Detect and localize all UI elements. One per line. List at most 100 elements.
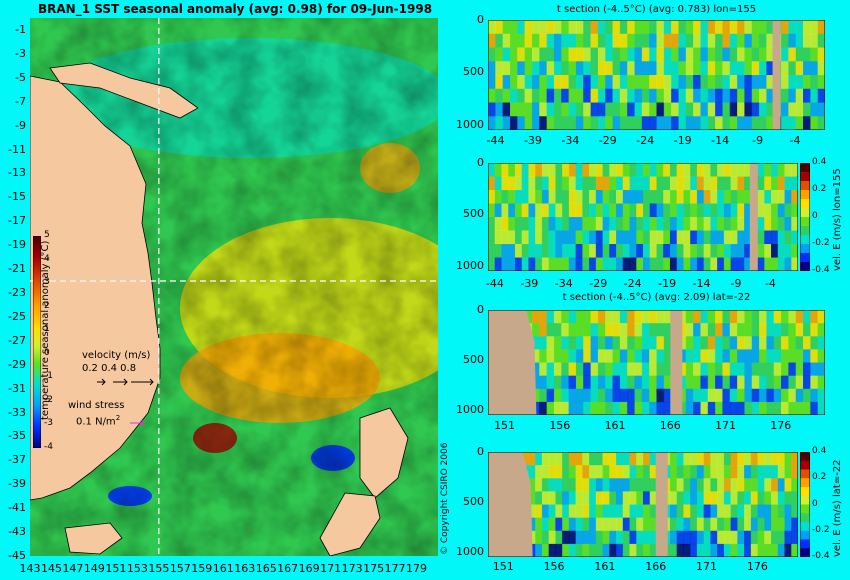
section-cell (757, 190, 765, 204)
section-cell (766, 323, 775, 337)
section-cell (595, 203, 604, 218)
section-cell (634, 362, 643, 377)
section-cell (788, 47, 797, 62)
section-cell (810, 323, 819, 337)
section-cell (717, 491, 725, 505)
section-cell (810, 375, 819, 390)
section-cell (616, 478, 624, 492)
section-cell (589, 203, 597, 218)
section-cell (663, 20, 672, 35)
section-cell (810, 61, 819, 76)
map-x-tick: 155 (148, 562, 170, 575)
section-cell (784, 257, 792, 271)
section-cell (707, 102, 716, 117)
velocity-colorbar-step (800, 548, 810, 557)
section-cell (589, 244, 597, 258)
velocity-colorbar-step (800, 487, 810, 497)
section-cell (582, 517, 590, 532)
section-cell (693, 401, 701, 415)
section-cell (619, 102, 628, 117)
section-cell (757, 504, 765, 519)
section-cell (562, 190, 570, 204)
section-cell (589, 491, 597, 505)
section-cell (575, 230, 583, 245)
map-colorbar-tick: -1 (44, 371, 53, 382)
section-cell (744, 375, 753, 390)
section-x-tick: 176 (746, 560, 768, 573)
section-cell (575, 388, 584, 403)
section-cell (575, 349, 584, 363)
section-cell (495, 75, 504, 90)
section-cell (773, 362, 782, 377)
section-cell (531, 75, 540, 90)
section-cell (562, 504, 570, 519)
section-cell (643, 163, 651, 177)
section-cell (524, 116, 533, 130)
section-cell (528, 230, 536, 245)
section-cell (678, 61, 687, 76)
section-cell (649, 491, 657, 505)
section-cell (609, 190, 617, 204)
section-cell (627, 336, 636, 350)
section-cell (803, 362, 811, 377)
section-cell (730, 517, 738, 532)
section-cell (568, 388, 577, 403)
section-cell (781, 388, 789, 403)
section-cell (590, 401, 599, 415)
section-cell (696, 517, 705, 532)
section-cell (795, 61, 804, 76)
section-cell (700, 401, 709, 415)
map-x-tick: 173 (341, 562, 363, 575)
section-cell (759, 310, 767, 324)
section-cell (622, 190, 631, 204)
section-cell (595, 217, 604, 231)
section-cell (729, 61, 738, 76)
section-cell (773, 336, 782, 350)
section-cell (531, 88, 540, 103)
wind-legend-label: wind stress (68, 400, 125, 411)
section-cell (609, 517, 617, 532)
section-cell (568, 176, 577, 191)
section-cell (710, 217, 718, 231)
section-cell (773, 401, 782, 415)
section-cell (561, 88, 570, 103)
section-cell (784, 465, 792, 479)
section-cell (685, 323, 694, 337)
section-cell (528, 257, 536, 271)
section-cell (546, 401, 555, 415)
section-cell (561, 375, 570, 390)
section-cell (723, 530, 732, 545)
section-cell (582, 190, 590, 204)
section-cell (788, 388, 797, 403)
section-cell (555, 504, 563, 519)
section-cell (678, 88, 687, 103)
section-cell (619, 88, 628, 103)
section-cell (641, 20, 650, 35)
section-cell (494, 217, 502, 231)
section-cell (649, 517, 657, 532)
section-cell (791, 465, 798, 479)
section-cell (595, 517, 604, 532)
section-cell (629, 491, 637, 505)
section-cell (777, 504, 786, 519)
section-cell (562, 203, 570, 218)
section-cell (766, 349, 775, 363)
section-cell (622, 478, 631, 492)
section-cell (803, 323, 811, 337)
section-cell (541, 230, 550, 245)
section-cell (676, 163, 684, 177)
section-cell (700, 336, 709, 350)
section-cell (759, 33, 767, 48)
section-cell (751, 336, 760, 350)
section-cell (737, 244, 745, 258)
section-cell (685, 388, 694, 403)
map-y-tick: -33 (8, 405, 26, 419)
section-cell (568, 102, 577, 117)
section-cell (669, 217, 678, 231)
section-cell (710, 478, 718, 492)
section-cell (722, 20, 731, 35)
velocity-colorbar-step (800, 452, 810, 462)
section-cell (788, 33, 797, 48)
section-cell (766, 336, 775, 350)
section-cell (810, 401, 819, 415)
